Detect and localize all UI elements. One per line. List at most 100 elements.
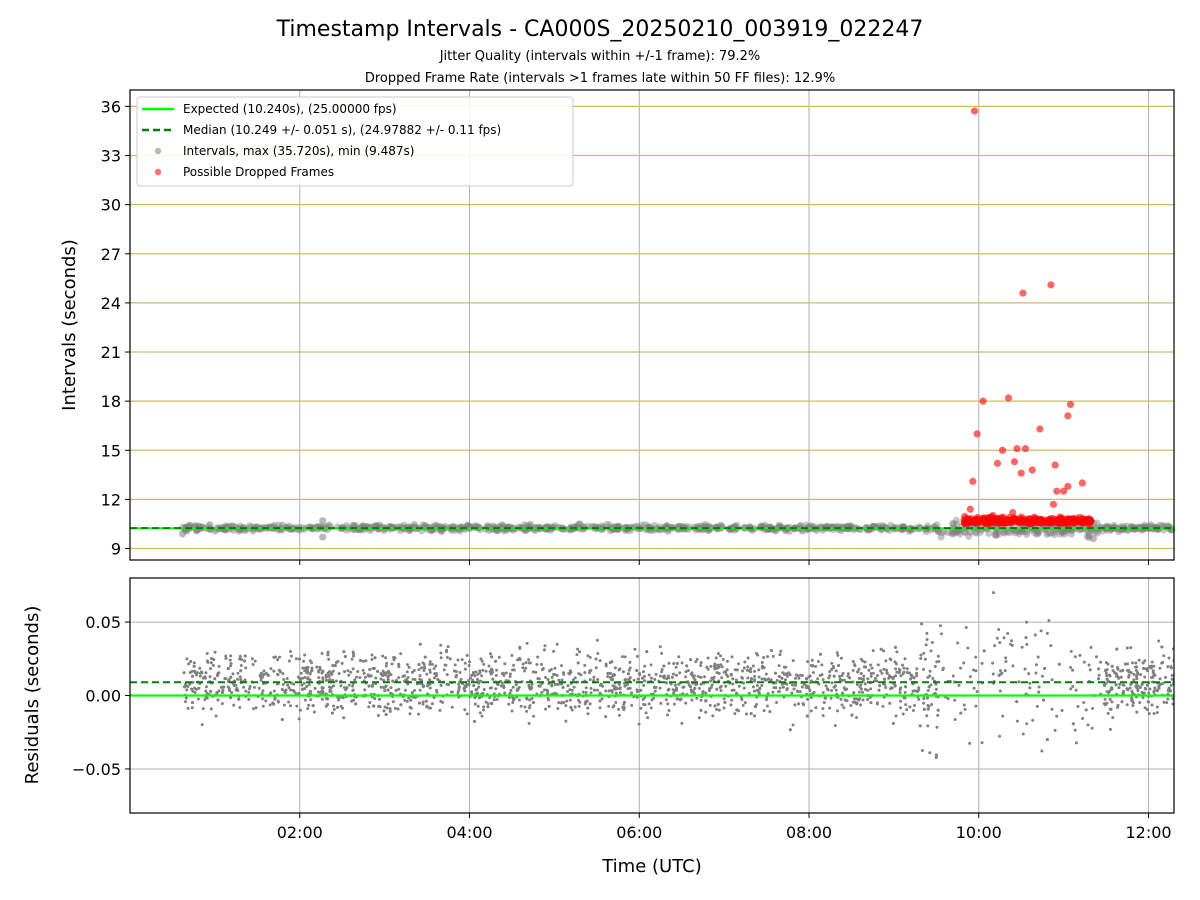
- residual-point: [688, 685, 692, 689]
- residual-point: [456, 658, 460, 662]
- residual-point: [432, 666, 436, 670]
- residual-point: [327, 657, 331, 661]
- residual-point: [851, 680, 855, 684]
- residual-point: [420, 666, 424, 670]
- residual-point: [601, 684, 605, 688]
- residual-point: [1135, 710, 1139, 714]
- residual-point: [479, 679, 483, 683]
- dropped-frame-point: [1047, 281, 1055, 289]
- residual-point: [699, 675, 703, 679]
- interval-point: [961, 528, 969, 536]
- residual-point: [569, 705, 573, 709]
- residual-point: [480, 714, 484, 718]
- residual-point: [638, 689, 642, 693]
- residual-point: [637, 722, 641, 726]
- residual-point: [743, 701, 747, 705]
- residual-point: [424, 699, 428, 703]
- residual-point: [740, 675, 744, 679]
- residual-point: [1132, 672, 1136, 676]
- residual-point: [489, 652, 493, 656]
- residual-point: [481, 668, 485, 672]
- residual-point: [312, 710, 316, 714]
- residual-point: [935, 725, 939, 729]
- residual-point: [477, 685, 481, 689]
- residual-point: [643, 664, 647, 668]
- residual-point: [699, 661, 703, 665]
- residual-point: [575, 653, 579, 657]
- residual-point: [800, 685, 804, 689]
- residual-point: [571, 678, 575, 682]
- residual-point: [938, 624, 942, 628]
- dropped-frame-point: [979, 397, 987, 405]
- residual-point: [710, 683, 714, 687]
- residual-point: [828, 674, 832, 678]
- interval-point: [937, 533, 945, 541]
- residual-point: [959, 666, 963, 670]
- residual-point: [612, 704, 616, 708]
- residual-point: [791, 659, 795, 663]
- residual-point: [425, 704, 429, 708]
- residual-point: [228, 696, 232, 700]
- top-ytick-label: 9: [111, 540, 121, 559]
- residual-point: [991, 591, 995, 595]
- residual-point: [260, 692, 264, 696]
- residual-point: [478, 711, 482, 715]
- residual-point: [908, 677, 912, 681]
- residual-point: [879, 669, 883, 673]
- residual-point: [859, 657, 863, 661]
- residual-point: [966, 646, 970, 650]
- residual-point: [766, 655, 770, 659]
- residual-point: [331, 684, 335, 688]
- residual-point: [749, 667, 753, 671]
- residual-point: [1127, 669, 1131, 673]
- residual-point: [729, 703, 733, 707]
- residual-point: [562, 700, 566, 704]
- residual-point: [975, 689, 979, 693]
- bottom-xlabel: Time (UTC): [601, 856, 702, 877]
- residual-point: [832, 674, 836, 678]
- residual-point: [259, 675, 263, 679]
- dropped-frame-point: [983, 520, 991, 528]
- residual-point: [1171, 697, 1174, 701]
- residual-point: [781, 685, 785, 689]
- residual-point: [1084, 708, 1088, 712]
- residual-point: [528, 661, 532, 665]
- residual-point: [222, 685, 226, 689]
- residual-point: [238, 654, 242, 658]
- residual-point: [326, 650, 330, 654]
- residual-point: [610, 690, 614, 694]
- residual-point: [557, 678, 561, 682]
- residual-point: [1027, 672, 1031, 676]
- residual-point: [401, 674, 405, 678]
- residual-point: [295, 704, 299, 708]
- residual-point: [296, 675, 300, 679]
- residual-point: [517, 698, 521, 702]
- residual-point: [405, 670, 409, 674]
- residual-point: [1147, 700, 1151, 704]
- residual-point: [1123, 662, 1127, 666]
- residual-point: [196, 697, 200, 701]
- residual-point: [379, 685, 383, 689]
- residual-point: [1157, 639, 1161, 643]
- residual-point: [472, 683, 476, 687]
- interval-point: [944, 528, 952, 536]
- residual-point: [1155, 711, 1159, 715]
- residual-point: [667, 661, 671, 665]
- residual-point: [777, 690, 781, 694]
- residual-point: [303, 669, 307, 673]
- residual-point: [204, 671, 208, 675]
- interval-point: [319, 517, 327, 525]
- residual-point: [364, 659, 368, 663]
- residual-point: [331, 678, 335, 682]
- residual-point: [964, 625, 968, 629]
- residual-point: [806, 660, 810, 664]
- residual-point: [308, 689, 312, 693]
- residual-point: [894, 667, 898, 671]
- residual-point: [1023, 667, 1027, 671]
- residual-point: [838, 677, 842, 681]
- residual-point: [494, 687, 498, 691]
- residual-point: [276, 658, 280, 662]
- residual-point: [384, 712, 388, 716]
- residual-point: [239, 669, 243, 673]
